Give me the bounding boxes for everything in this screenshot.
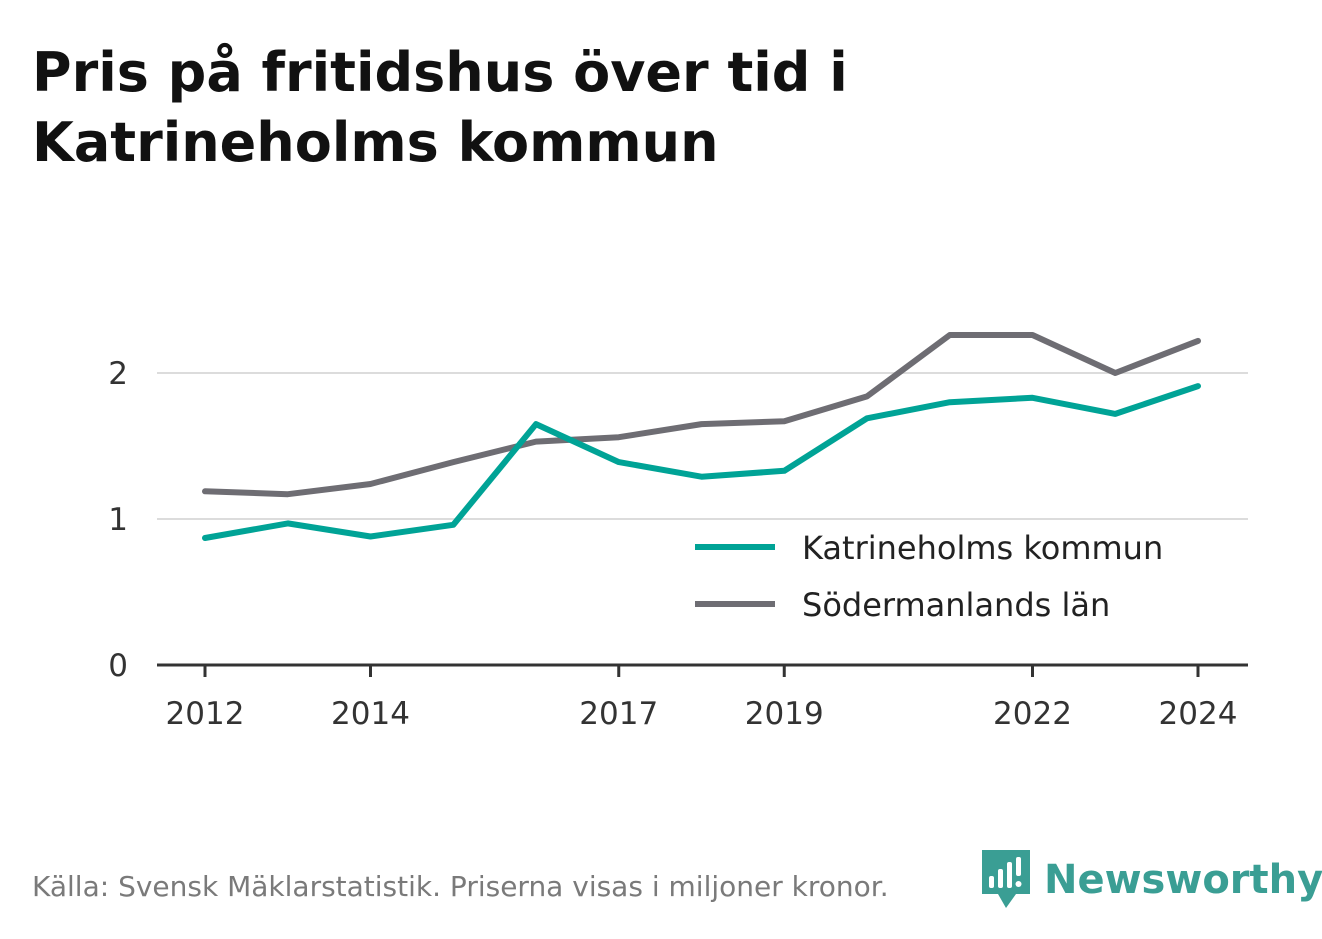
y-axis-tick-labels: 0 1 2 <box>108 356 128 684</box>
x-tick-label: 2012 <box>166 696 245 732</box>
x-tick-label: 2024 <box>1159 696 1238 732</box>
legend-background <box>680 522 1220 640</box>
newsworthy-logo-icon <box>982 850 1030 908</box>
y-tick-label: 1 <box>108 502 128 538</box>
y-tick-label: 2 <box>108 356 128 392</box>
y-tick-label: 0 <box>108 648 128 684</box>
x-axis-ticks: 2012 2014 2017 2019 2022 2024 <box>166 665 1238 732</box>
chart-title: Pris på fritidshus över tid i Katrinehol… <box>32 41 848 174</box>
x-tick-label: 2017 <box>579 696 658 732</box>
x-tick-label: 2014 <box>331 696 410 732</box>
legend-label: Katrineholms kommun <box>802 529 1163 567</box>
x-tick-label: 2022 <box>993 696 1072 732</box>
series-line-s-dermanlands-l-n <box>202 332 1201 498</box>
grid-lines <box>157 372 1248 520</box>
series-lines <box>202 332 1201 541</box>
x-tick-label: 2019 <box>745 696 824 732</box>
legend-label: Södermanlands län <box>802 586 1110 624</box>
brand-logo: Newsworthy <box>982 850 1322 910</box>
source-note: Källa: Svensk Mäklarstatistik. Priserna … <box>32 870 889 903</box>
legend: Katrineholms kommun Södermanlands län <box>680 522 1220 640</box>
series-line-katrineholms-kommun <box>202 383 1201 541</box>
brand-name: Newsworthy <box>1044 857 1322 903</box>
